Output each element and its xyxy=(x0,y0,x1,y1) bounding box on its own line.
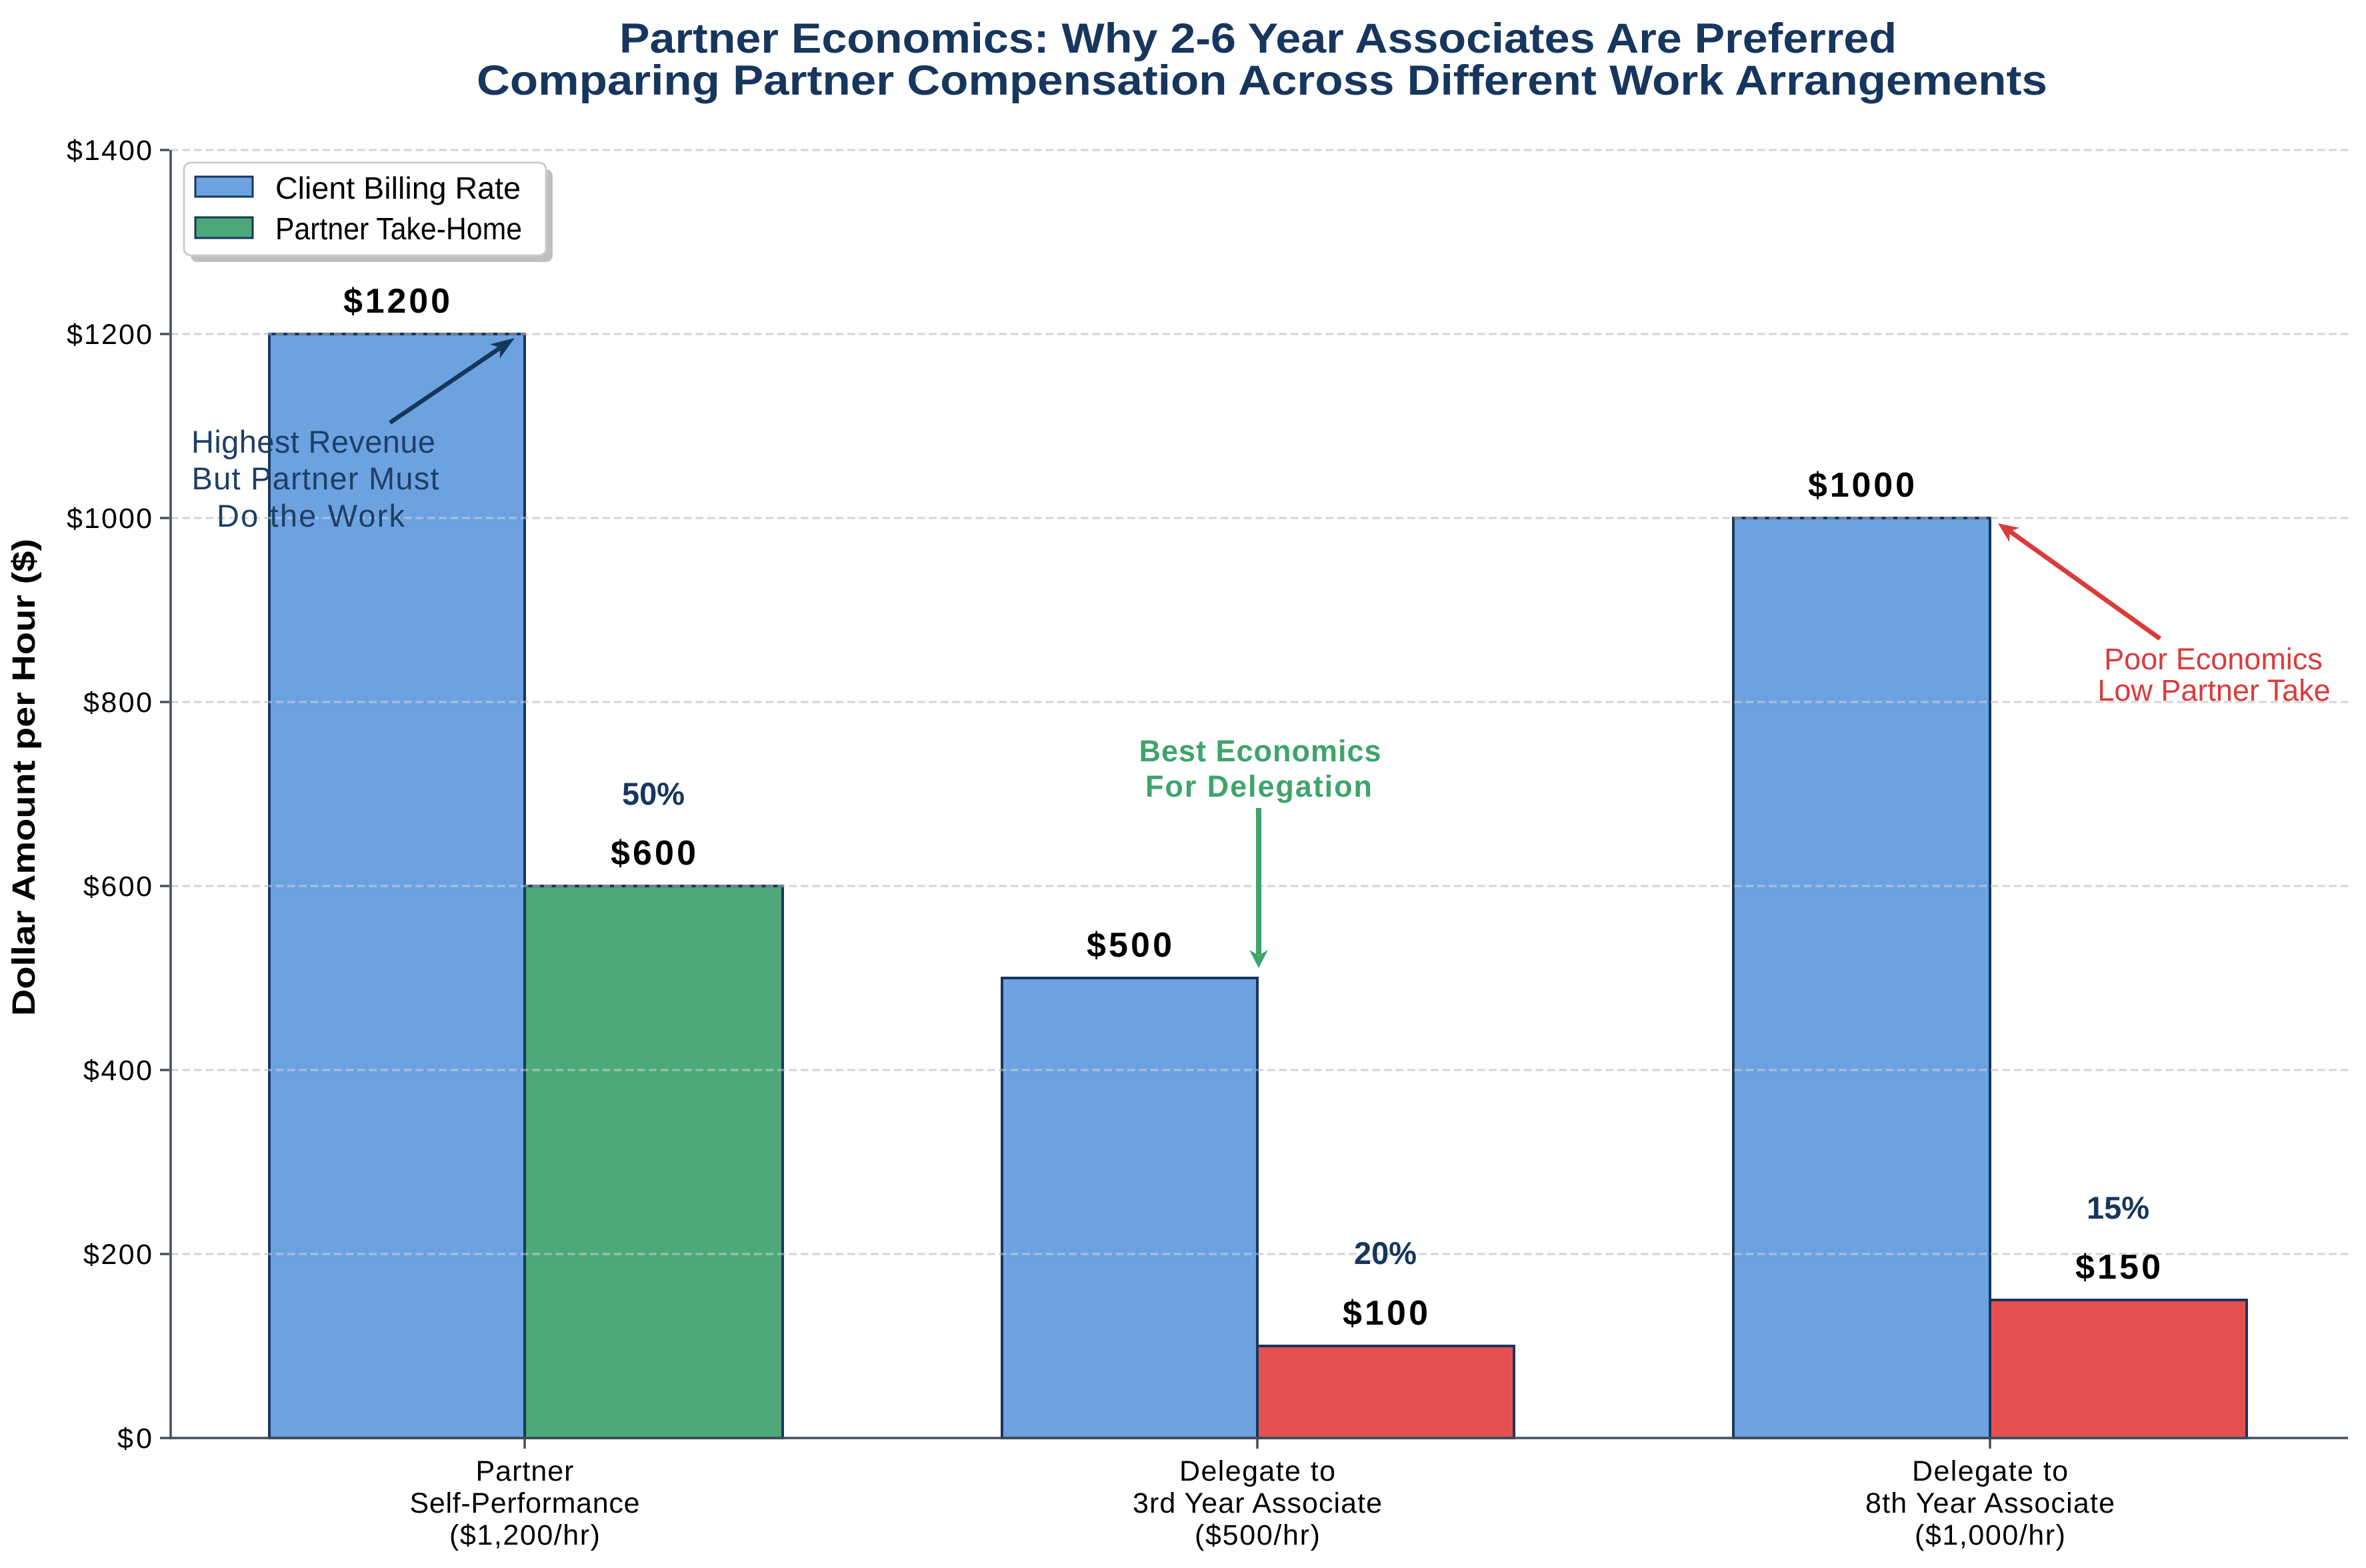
svg-text:Do the Work: Do the Work xyxy=(217,498,405,533)
svg-text:Client Billing Rate: Client Billing Rate xyxy=(275,171,521,205)
svg-text:($1,000/hr): ($1,000/hr) xyxy=(1915,1519,2065,1551)
svg-text:Partner Economics: Why 2-6 Yea: Partner Economics: Why 2-6 Year Associat… xyxy=(619,15,1897,62)
svg-text:Best Economics: Best Economics xyxy=(1139,734,1381,768)
svg-text:8th Year Associate: 8th Year Associate xyxy=(1865,1487,2115,1519)
svg-text:($1,200/hr): ($1,200/hr) xyxy=(449,1519,600,1551)
svg-text:Comparing Partner Compensation: Comparing Partner Compensation Across Di… xyxy=(477,57,2047,104)
svg-text:Highest Revenue: Highest Revenue xyxy=(191,424,435,459)
svg-text:Delegate to: Delegate to xyxy=(1912,1455,2068,1487)
svg-text:$1200: $1200 xyxy=(343,282,450,321)
svg-text:$1000: $1000 xyxy=(1808,466,1915,505)
svg-text:Partner: Partner xyxy=(476,1455,574,1487)
svg-text:$1000: $1000 xyxy=(67,503,152,535)
svg-text:Poor Economics: Poor Economics xyxy=(2104,642,2323,676)
svg-text:Self-Performance: Self-Performance xyxy=(410,1487,640,1519)
svg-text:15%: 15% xyxy=(2087,1190,2149,1225)
svg-text:Low Partner Take: Low Partner Take xyxy=(2097,673,2330,707)
svg-text:For Delegation: For Delegation xyxy=(1145,769,1372,803)
svg-text:But Partner Must: But Partner Must xyxy=(192,461,439,496)
svg-text:20%: 20% xyxy=(1354,1235,1417,1271)
svg-text:($500/hr): ($500/hr) xyxy=(1195,1519,1320,1551)
svg-text:50%: 50% xyxy=(622,776,685,811)
svg-text:Dollar Amount per Hour ($): Dollar Amount per Hour ($) xyxy=(7,539,42,1016)
svg-text:Delegate to: Delegate to xyxy=(1179,1455,1335,1487)
svg-text:3rd Year Associate: 3rd Year Associate xyxy=(1133,1487,1382,1519)
svg-text:Partner Take-Home: Partner Take-Home xyxy=(275,211,522,246)
svg-text:$1200: $1200 xyxy=(67,319,152,351)
svg-text:$1400: $1400 xyxy=(67,135,152,167)
